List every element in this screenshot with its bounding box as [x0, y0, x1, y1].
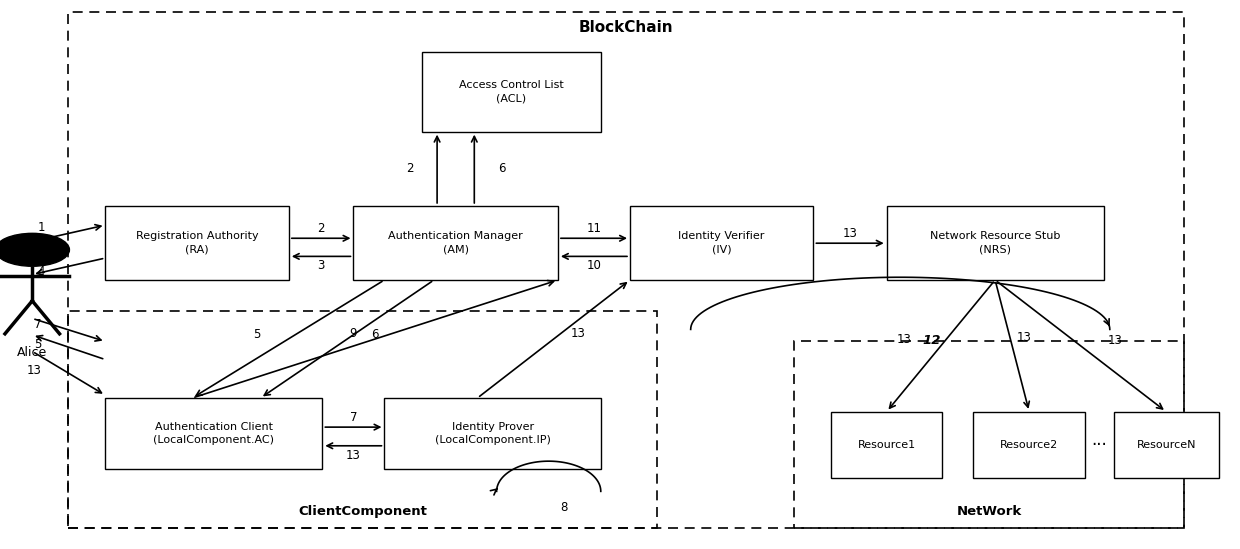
- Text: ResourceN: ResourceN: [1137, 440, 1195, 450]
- Text: 10: 10: [587, 259, 601, 272]
- Text: 13: 13: [27, 364, 41, 377]
- Text: 13: 13: [1017, 330, 1032, 344]
- Text: 13: 13: [346, 449, 361, 462]
- Text: 6: 6: [497, 163, 506, 175]
- Bar: [105, 398, 322, 469]
- Text: NetWork: NetWork: [956, 505, 1022, 518]
- Text: 7: 7: [33, 318, 42, 331]
- Circle shape: [0, 233, 69, 266]
- Text: 1: 1: [37, 221, 46, 234]
- Text: 5: 5: [254, 328, 260, 341]
- Text: ClientComponent: ClientComponent: [299, 505, 427, 518]
- Text: 13: 13: [843, 227, 857, 240]
- Bar: [973, 412, 1085, 478]
- Bar: [68, 311, 657, 528]
- Bar: [794, 341, 1184, 528]
- Text: Alice: Alice: [17, 346, 47, 359]
- Text: Network Resource Stub
(NRS): Network Resource Stub (NRS): [930, 231, 1060, 255]
- Bar: [105, 206, 289, 280]
- Bar: [353, 206, 558, 280]
- Text: 13: 13: [897, 333, 911, 346]
- Text: 2: 2: [317, 222, 325, 236]
- Text: 2: 2: [405, 163, 414, 175]
- Text: 12: 12: [923, 334, 940, 347]
- Text: 13: 13: [1109, 334, 1122, 347]
- Text: Identity Prover
(LocalComponent.IP): Identity Prover (LocalComponent.IP): [435, 422, 551, 445]
- Text: 5: 5: [35, 338, 41, 351]
- Text: Authentication Manager
(AM): Authentication Manager (AM): [388, 231, 523, 255]
- Text: 4: 4: [37, 265, 46, 278]
- Text: 13: 13: [572, 327, 585, 340]
- Text: 11: 11: [587, 222, 601, 236]
- Text: Access Control List
(ACL): Access Control List (ACL): [459, 80, 564, 104]
- Text: Resource1: Resource1: [858, 440, 915, 450]
- Text: Resource2: Resource2: [1001, 440, 1058, 450]
- Bar: [887, 206, 1104, 280]
- Text: Registration Authority
(RA): Registration Authority (RA): [136, 231, 258, 255]
- Text: 7: 7: [350, 411, 357, 424]
- Text: 8: 8: [560, 501, 568, 514]
- Text: Identity Verifier
(IV): Identity Verifier (IV): [678, 231, 765, 255]
- Text: BlockChain: BlockChain: [579, 20, 673, 35]
- Bar: [384, 398, 601, 469]
- Bar: [422, 52, 601, 132]
- Bar: [831, 412, 942, 478]
- Text: ···: ···: [1091, 436, 1107, 453]
- Text: Authentication Client
(LocalComponent.AC): Authentication Client (LocalComponent.AC…: [154, 422, 274, 445]
- Text: 3: 3: [317, 259, 325, 272]
- Text: 6: 6: [371, 328, 378, 341]
- Text: 9: 9: [348, 327, 357, 340]
- Bar: [630, 206, 813, 280]
- Bar: [1114, 412, 1219, 478]
